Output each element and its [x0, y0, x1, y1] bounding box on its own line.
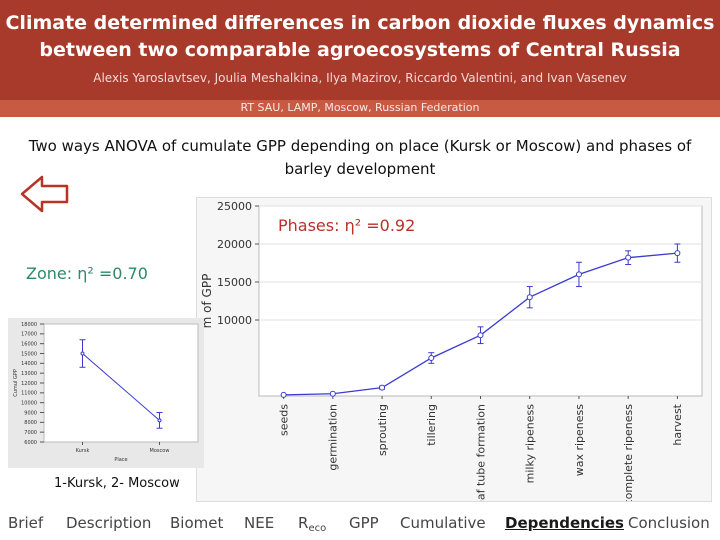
affiliation-bar	[0, 100, 720, 117]
title-line-2: between two comparable agroecosystems of…	[39, 39, 681, 61]
nav-reco-sub: eco	[308, 523, 327, 534]
data-point	[625, 254, 632, 261]
phases-annotation: Phases: η² =0.92	[276, 216, 418, 235]
data-point	[674, 250, 681, 257]
y-tick-label: 7000	[24, 430, 37, 436]
nav-reco-label: R	[298, 514, 309, 532]
y-tick-label: 6000	[24, 440, 37, 446]
y-tick-label: 18000	[21, 322, 37, 328]
x-tick-label: milky ripeness	[524, 404, 537, 484]
y-axis-label: m of GPP	[200, 274, 214, 329]
y-tick-label: 11000	[21, 391, 37, 397]
x-tick-label: tillering	[425, 404, 438, 446]
main-chart: 10000 15000 20000 25000 seeds germination spro…	[196, 197, 712, 502]
data-point	[80, 351, 85, 356]
zone-chart-svg: 6000 7000 8000 9000 10000 11000 12000 13000 1400…	[13, 322, 199, 463]
y-tick-label: 10000	[21, 400, 37, 406]
nav-brief[interactable]: Brief	[8, 514, 44, 532]
nav-description[interactable]: Description	[66, 514, 152, 532]
y-tick-label: 15000	[21, 351, 37, 357]
x-axis-label: Place	[114, 457, 127, 463]
nav-biomet[interactable]: Biomet	[170, 514, 224, 532]
plot-area	[258, 205, 703, 397]
x-tick-label: germination	[327, 404, 340, 471]
nav-conclusion[interactable]: Conclusion	[628, 514, 710, 532]
y-tick-label: 12000	[21, 381, 37, 387]
left-arrow-icon[interactable]	[20, 173, 70, 215]
page-title: Climate determined differences in carbon…	[0, 10, 720, 64]
x-tick-label: harvest	[671, 403, 684, 445]
zone-annotation: Zone: η² =0.70	[24, 264, 150, 283]
data-point	[428, 355, 435, 361]
data-point	[575, 271, 582, 278]
nav-cumulative[interactable]: Cumulative	[400, 514, 486, 532]
zone-chart: 6000 7000 8000 9000 10000 11000 12000 13000 1400…	[8, 318, 204, 468]
x-tick-label: seeds	[277, 404, 290, 436]
slide-subtitle: Two ways ANOVA of cumulate GPP depending…	[28, 137, 692, 178]
x-tick-label: sprouting	[376, 404, 389, 456]
y-tick-label: 8000	[24, 420, 37, 426]
y-tick-label: 16000	[21, 341, 37, 347]
nav-nee[interactable]: NEE	[244, 514, 275, 532]
data-point	[379, 384, 386, 391]
header-banner	[0, 0, 720, 100]
y-tick-label: 17000	[21, 332, 37, 338]
y-tick-label: 14000	[21, 361, 37, 367]
main-chart-svg: 10000 15000 20000 25000 seeds germination spro…	[200, 200, 703, 501]
y-tick-label: 25000	[217, 200, 252, 213]
y-tick-label: 9000	[24, 410, 37, 416]
y-tick-label: 15000	[217, 276, 252, 289]
series-line	[82, 353, 160, 421]
zone-legend: 1-Kursk, 2- Moscow	[54, 476, 180, 491]
plot-area	[43, 323, 199, 443]
y-axis-label: Cumul GPP	[13, 369, 19, 397]
x-tick-label: leaf tube formation	[474, 404, 487, 501]
data-point	[280, 391, 287, 398]
affiliation: RT SAU, LAMP, Moscow, Russian Federation	[240, 101, 480, 114]
x-tick-label: complete ripeness	[622, 404, 635, 501]
y-tick-label: 10000	[217, 314, 252, 327]
data-point	[526, 294, 533, 301]
data-point	[157, 418, 162, 423]
nav-dependencies[interactable]: Dependencies	[505, 514, 624, 532]
y-tick-label: 13000	[21, 371, 37, 377]
nav-gpp[interactable]: GPP	[349, 514, 379, 532]
data-point	[477, 332, 484, 339]
authors: Alexis Yaroslavtsev, Joulia Meshalkina, …	[93, 71, 627, 85]
data-point	[329, 390, 336, 397]
y-tick-label: 20000	[217, 238, 252, 251]
bottom-nav: Brief Description Biomet NEE Reco GPP Cu…	[0, 503, 720, 540]
x-tick-label: Moscow	[150, 448, 170, 454]
title-line-1: Climate determined differences in carbon…	[5, 12, 715, 34]
nav-reco[interactable]: Reco	[298, 514, 326, 534]
x-tick-label: wax ripeness	[573, 404, 586, 477]
x-tick-label: Kursk	[76, 448, 90, 454]
